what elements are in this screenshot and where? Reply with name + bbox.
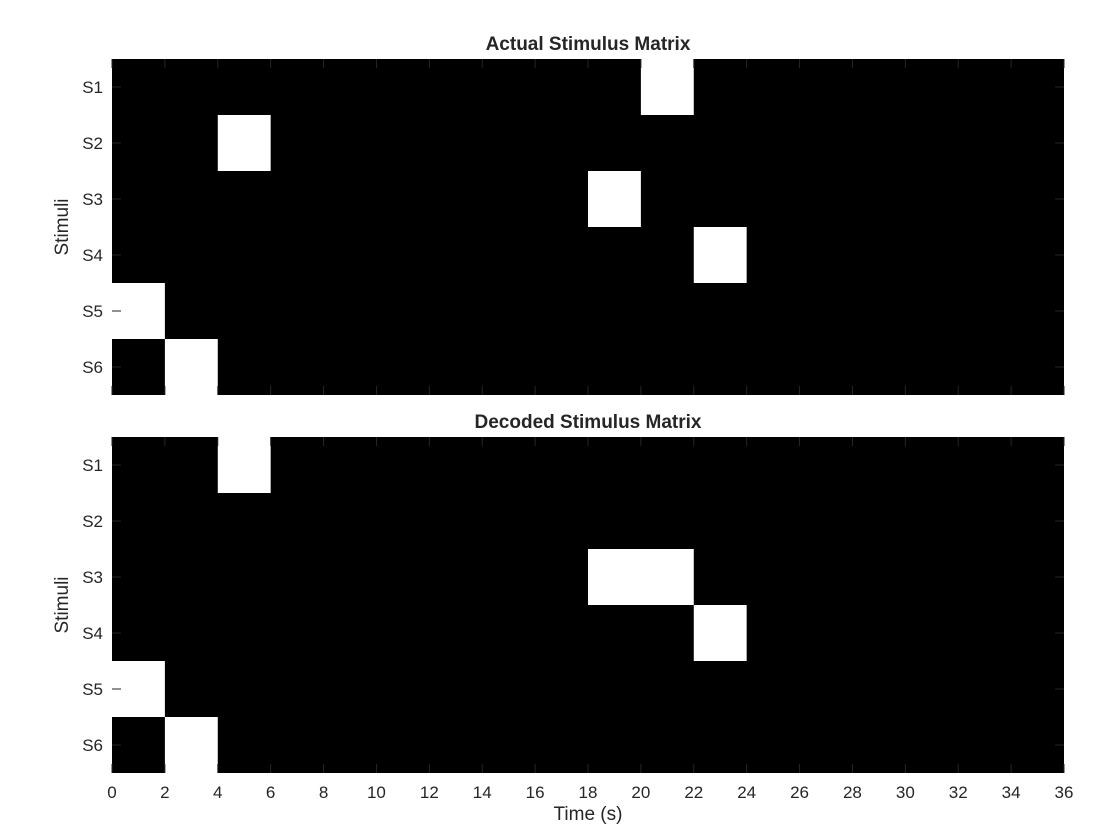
y-tick-label-s1: S1 xyxy=(82,78,103,97)
x-tick-label-6: 6 xyxy=(266,783,275,802)
decoded-y-axis-label: Stimuli xyxy=(52,576,73,633)
actual-x-tick-marks xyxy=(111,59,1065,395)
x-tick-label-16: 16 xyxy=(526,783,545,802)
x-tick-label-26: 26 xyxy=(790,783,809,802)
actual-y-tick-labels: S1 S2 S3 S4 S5 S6 xyxy=(82,78,1064,377)
x-axis-label: Time (s) xyxy=(554,804,623,825)
decoded-x-tick-labels: 0 2 4 6 8 10 12 14 16 18 20 22 24 26 28 30 32 34 36 xyxy=(107,783,1073,802)
decoded-y-tick-labels: S1 S2 S3 S4 S5 S6 xyxy=(82,456,1064,755)
cell-s6-2-4 xyxy=(164,339,218,395)
actual-cells xyxy=(112,59,747,395)
x-tick-label-34: 34 xyxy=(1002,783,1021,802)
actual-panel-title: Actual Stimulus Matrix xyxy=(486,34,691,55)
actual-y-axis-label: Stimuli xyxy=(52,198,73,255)
x-tick-label-18: 18 xyxy=(579,783,598,802)
cell-s4-22-24 xyxy=(693,605,747,661)
actual-stimulus-panel: Actual Stimulus Matrix S1 S2 S3 S4 S5 S6 Stim… xyxy=(52,34,1065,395)
cell-s2-4-6 xyxy=(217,115,271,171)
y-tick-label-s1: S1 xyxy=(82,456,103,475)
cell-s1-20-22 xyxy=(640,59,694,115)
x-tick-label-28: 28 xyxy=(843,783,862,802)
y-tick-label-s6: S6 xyxy=(82,736,103,755)
y-tick-label-s2: S2 xyxy=(82,134,103,153)
cell-s1-4-6 xyxy=(217,437,271,493)
cell-s6-2-4 xyxy=(164,717,218,773)
x-tick-label-24: 24 xyxy=(737,783,756,802)
y-tick-label-s3: S3 xyxy=(82,190,103,209)
x-tick-label-10: 10 xyxy=(367,783,386,802)
y-tick-label-s3: S3 xyxy=(82,568,103,587)
x-tick-label-14: 14 xyxy=(473,783,492,802)
x-tick-label-32: 32 xyxy=(949,783,968,802)
y-tick-label-s5: S5 xyxy=(82,680,103,699)
y-tick-label-s6: S6 xyxy=(82,358,103,377)
x-tick-label-0: 0 xyxy=(107,783,116,802)
decoded-panel-title: Decoded Stimulus Matrix xyxy=(475,412,702,433)
x-tick-label-12: 12 xyxy=(420,783,439,802)
x-tick-label-36: 36 xyxy=(1055,783,1074,802)
y-tick-label-s5: S5 xyxy=(82,302,103,321)
cell-s3-18-22 xyxy=(588,549,694,605)
x-tick-label-2: 2 xyxy=(160,783,169,802)
cell-s3-18-20 xyxy=(588,171,641,227)
y-tick-label-s4: S4 xyxy=(82,246,103,265)
decoded-x-tick-marks xyxy=(111,437,1065,773)
x-tick-label-4: 4 xyxy=(213,783,222,802)
x-tick-label-30: 30 xyxy=(896,783,915,802)
y-tick-label-s2: S2 xyxy=(82,512,103,531)
y-tick-label-s4: S4 xyxy=(82,624,103,643)
x-tick-label-22: 22 xyxy=(684,783,703,802)
x-tick-label-20: 20 xyxy=(631,783,650,802)
x-tick-label-8: 8 xyxy=(319,783,328,802)
cell-s4-22-24 xyxy=(693,227,747,283)
